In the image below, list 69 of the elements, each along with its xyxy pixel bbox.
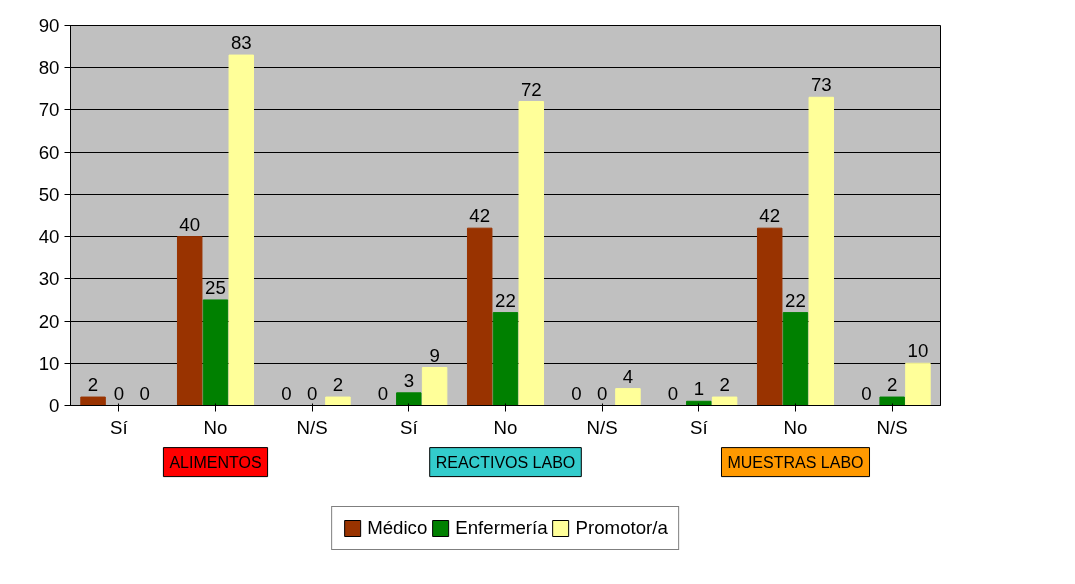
bar <box>782 312 809 406</box>
x-tick-label: No <box>783 416 808 438</box>
data-label: 42 <box>469 205 491 227</box>
x-tick-label: Sí <box>400 416 419 438</box>
data-label: 0 <box>306 382 318 404</box>
y-tick-label: 0 <box>49 395 60 416</box>
y-tick-label: 90 <box>38 15 60 36</box>
y-tick-label: 30 <box>38 268 60 290</box>
data-label: 0 <box>861 382 872 404</box>
bar <box>492 312 519 406</box>
data-label: 2 <box>886 374 898 396</box>
y-tick-label: 50 <box>38 183 60 205</box>
legend-label: Médico <box>367 517 428 539</box>
data-label: 0 <box>571 382 582 404</box>
legend-label: Promotor/a <box>575 517 668 539</box>
data-label: 1 <box>693 378 705 400</box>
bar <box>808 96 835 406</box>
y-tick-label: 10 <box>38 352 60 374</box>
data-label: 9 <box>429 344 440 366</box>
bar <box>396 392 422 406</box>
data-label: 42 <box>759 205 781 227</box>
bar <box>905 362 931 406</box>
data-label: 25 <box>205 276 226 298</box>
bar <box>228 54 255 406</box>
data-label: 0 <box>281 382 292 404</box>
x-tick-label: No <box>203 416 228 438</box>
data-label: 3 <box>403 369 415 391</box>
data-label: 4 <box>622 365 634 387</box>
legend-label: Enfermería <box>455 517 548 539</box>
y-tick-label: 80 <box>38 57 60 79</box>
bar <box>80 396 106 406</box>
bar <box>518 101 545 406</box>
data-label: 22 <box>495 289 516 311</box>
x-tick-label: N/S <box>296 416 328 438</box>
data-label: 0 <box>596 382 608 404</box>
data-label: 0 <box>667 382 679 404</box>
bar <box>202 299 229 406</box>
data-label: 72 <box>520 78 542 100</box>
bar <box>615 388 641 406</box>
bar <box>325 396 351 406</box>
bar <box>421 367 448 406</box>
data-label: 83 <box>230 32 252 54</box>
data-label: 0 <box>139 382 150 404</box>
x-tick-label: N/S <box>876 416 908 438</box>
data-label: 73 <box>810 74 832 96</box>
data-label: 40 <box>179 213 201 235</box>
text: ALIMENTOS <box>169 453 262 471</box>
data-label: 2 <box>719 374 730 396</box>
x-tick-label: Sí <box>690 416 709 438</box>
x-tick-label: N/S <box>586 416 618 438</box>
text: REACTIVOS LABO <box>435 453 576 471</box>
bar <box>466 227 493 406</box>
text: MUESTRAS LABO <box>727 453 864 471</box>
y-tick-label: 60 <box>38 141 60 163</box>
bar <box>711 396 738 406</box>
y-tick-label: 40 <box>38 226 60 248</box>
bar <box>176 236 203 406</box>
data-label: 2 <box>332 374 344 396</box>
x-tick-label: No <box>493 416 518 438</box>
bar <box>879 396 905 406</box>
x-tick-label: Sí <box>110 416 129 438</box>
data-label: 10 <box>907 340 929 362</box>
y-tick-label: 70 <box>38 99 60 121</box>
y-tick-label: 20 <box>38 310 60 332</box>
data-label: 2 <box>87 374 99 396</box>
bar <box>756 227 783 406</box>
data-label: 0 <box>113 382 125 404</box>
data-label: 22 <box>785 289 806 311</box>
data-label: 0 <box>377 382 389 404</box>
